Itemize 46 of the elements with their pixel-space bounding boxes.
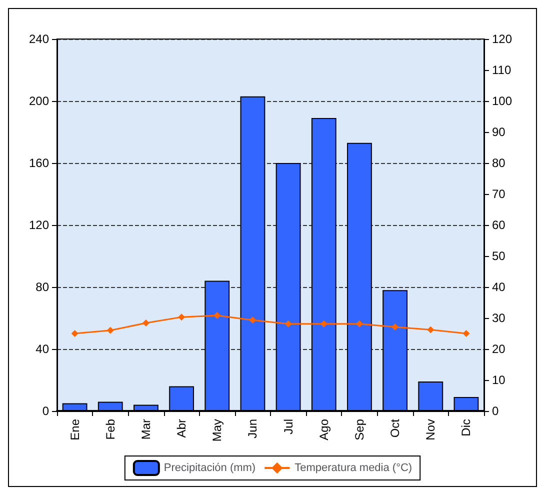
legend-label: Precipitación (mm) — [164, 462, 256, 474]
y-tick-label: 80 — [36, 280, 50, 294]
x-tick-label: Oct — [388, 418, 402, 438]
y-tick-label: 40 — [36, 342, 50, 356]
point — [392, 323, 399, 330]
y-tick-label: 160 — [28, 156, 50, 170]
y-tick-label: 240 — [28, 32, 50, 46]
point — [249, 316, 256, 324]
y2-tick-label: 0 — [492, 404, 499, 418]
y2-tick-label: 20 — [492, 342, 506, 356]
x-tick-label: Mar — [138, 419, 153, 440]
x-tick-label: Dic — [459, 419, 474, 436]
x-tick-label: Jun — [246, 419, 260, 438]
point — [320, 320, 328, 328]
y2-tick-label: 10 — [492, 373, 506, 387]
y2-tick-label: 50 — [492, 249, 506, 263]
y2-tick-label: 60 — [492, 218, 506, 232]
point — [106, 326, 114, 334]
x-tick-label: Abr — [174, 419, 189, 438]
y2-tick-label: 120 — [492, 32, 512, 46]
legend-label: Temperatura media (°C) — [294, 462, 412, 474]
x-tick-label: Ago — [316, 418, 331, 440]
x-tick-label: Jul — [281, 419, 296, 434]
y-tick-label: 120 — [28, 218, 50, 232]
y2-tick-label: 80 — [492, 156, 506, 170]
x-tick-label: Nov — [424, 419, 438, 440]
point — [214, 312, 221, 320]
point — [284, 320, 292, 328]
point — [71, 330, 78, 337]
point — [178, 314, 186, 321]
y2-tick-label: 30 — [492, 311, 506, 325]
y2-tick-label: 90 — [492, 125, 506, 139]
x-tick-label: Sep — [352, 418, 366, 440]
y2-tick-label: 110 — [492, 63, 512, 77]
point — [427, 326, 434, 334]
y-tick-label: 0 — [42, 404, 50, 418]
y-tick-label: 200 — [28, 94, 50, 108]
x-tick-label: Feb — [103, 418, 118, 440]
point — [356, 320, 363, 328]
y2-tick-label: 70 — [492, 187, 506, 201]
x-tick-label: Ene — [68, 418, 82, 440]
point — [462, 330, 470, 337]
point — [142, 319, 150, 326]
y2-tick-label: 40 — [492, 280, 506, 294]
x-tick-label: May — [210, 419, 224, 442]
y2-tick-label: 100 — [492, 94, 512, 108]
